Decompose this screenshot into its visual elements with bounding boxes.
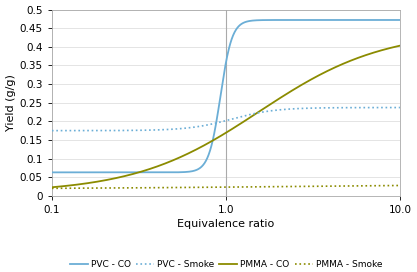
PVC - CO [327, 18, 332, 21]
PVC - Smoke [190, 126, 195, 129]
PVC - Smoke [203, 124, 208, 127]
Line: PMMA - Smoke: PMMA - Smoke [52, 186, 400, 188]
PMMA - CO [190, 150, 195, 153]
PVC - CO [49, 171, 54, 174]
PMMA - Smoke [85, 187, 90, 190]
PMMA - Smoke [289, 185, 294, 188]
PMMA - Smoke [327, 184, 332, 188]
PVC - Smoke [85, 129, 90, 132]
PVC - Smoke [289, 107, 294, 111]
PVC - Smoke [327, 106, 332, 109]
PMMA - CO [397, 44, 402, 47]
PVC - CO [321, 18, 326, 21]
PMMA - CO [85, 182, 90, 185]
Line: PVC - Smoke: PVC - Smoke [52, 107, 400, 131]
PVC - Smoke [321, 106, 326, 110]
Line: PVC - CO: PVC - CO [52, 20, 400, 172]
PVC - CO [85, 171, 90, 174]
PVC - CO [397, 18, 402, 21]
Legend: PVC - CO, PVC - Smoke, PMMA - CO, PMMA - Smoke: PVC - CO, PVC - Smoke, PMMA - CO, PMMA -… [66, 256, 386, 272]
PMMA - Smoke [203, 186, 208, 189]
PVC - Smoke [397, 106, 402, 109]
PMMA - Smoke [397, 184, 402, 187]
PMMA - CO [321, 72, 326, 75]
Line: PMMA - CO: PMMA - CO [52, 46, 400, 187]
PVC - CO [203, 160, 208, 164]
PMMA - CO [49, 186, 54, 189]
PMMA - CO [289, 90, 294, 93]
PMMA - CO [203, 143, 208, 146]
PMMA - CO [327, 68, 332, 72]
PMMA - Smoke [49, 187, 54, 190]
PMMA - Smoke [190, 186, 195, 189]
X-axis label: Equivalence ratio: Equivalence ratio [177, 219, 274, 229]
PVC - CO [289, 18, 294, 21]
PMMA - Smoke [321, 185, 326, 188]
PVC - CO [190, 169, 195, 173]
PVC - Smoke [49, 129, 54, 132]
Y-axis label: Yield (g/g): Yield (g/g) [5, 74, 15, 131]
